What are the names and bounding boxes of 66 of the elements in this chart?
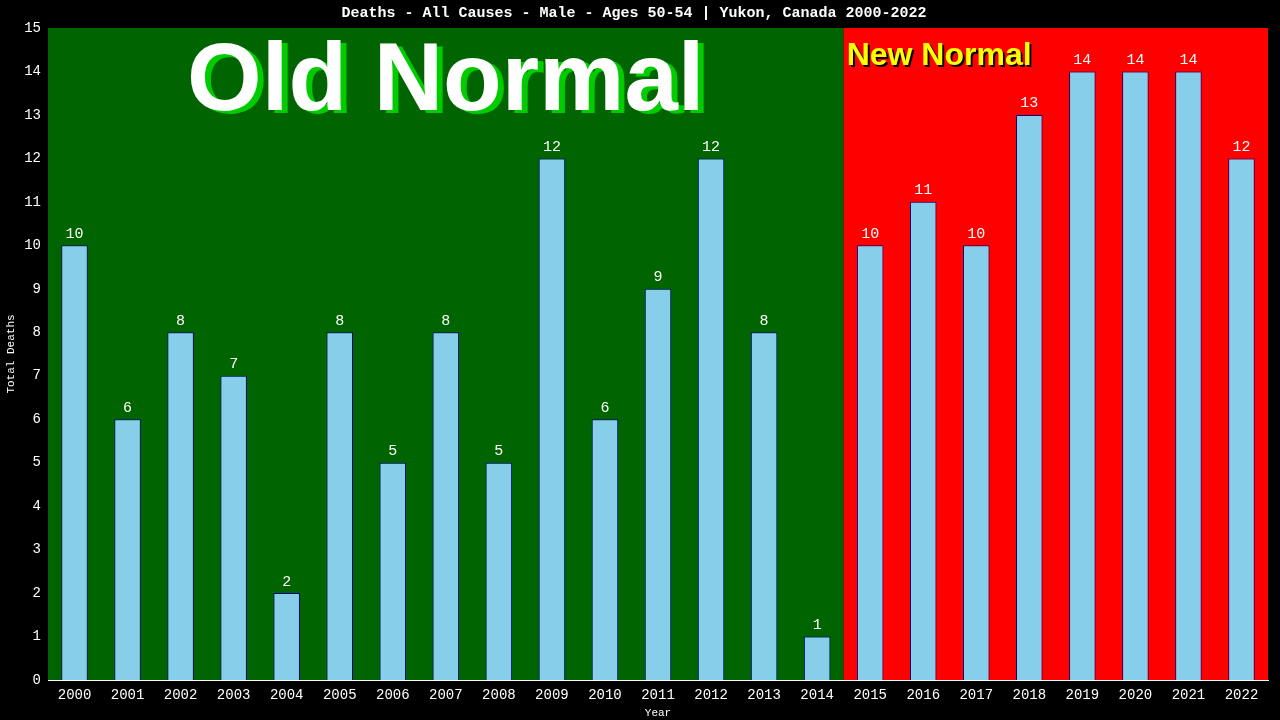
data-label: 5 (494, 443, 504, 461)
x-tick-label: 2004 (269, 687, 304, 704)
x-tick-label: 2001 (110, 687, 145, 704)
data-label: 12 (702, 138, 721, 156)
y-tick-label: 9 (32, 280, 41, 297)
x-tick-label: 2008 (482, 687, 516, 704)
data-label: 12 (1232, 138, 1251, 156)
y-tick-label: 14 (24, 63, 41, 80)
y-tick-label: 3 (32, 541, 41, 558)
data-label: 2 (282, 573, 292, 591)
data-label: 10 (861, 225, 880, 243)
x-tick-label: 2010 (588, 687, 622, 704)
data-label: 14 (1179, 51, 1198, 69)
y-tick-label: 6 (32, 410, 41, 427)
x-tick-label: 2007 (429, 687, 463, 704)
data-label: 13 (1020, 95, 1039, 113)
x-tick-label: 2016 (906, 687, 941, 704)
data-label: 14 (1073, 51, 1092, 69)
x-tick-label: 2019 (1065, 687, 1100, 704)
y-tick-label: 0 (32, 671, 41, 688)
data-label: 11 (914, 182, 933, 200)
data-label: 7 (229, 356, 239, 374)
data-label: 10 (967, 225, 986, 243)
x-tick-label: 2013 (747, 687, 781, 704)
y-axis-title: Total Deaths (4, 314, 17, 394)
x-tick-label: 2003 (216, 687, 251, 704)
x-tick-label: 2018 (1012, 687, 1047, 704)
data-label: 8 (441, 312, 451, 330)
data-label: 10 (65, 225, 84, 243)
data-label: 8 (176, 312, 186, 330)
x-axis-title: Year (644, 707, 672, 720)
x-tick-label: 2014 (800, 687, 834, 704)
y-tick-label: 8 (32, 323, 41, 340)
band-label: New Normal (846, 36, 1032, 72)
x-tick-label: 2022 (1224, 687, 1259, 704)
y-tick-label: 5 (32, 454, 41, 471)
y-tick-label: 12 (24, 150, 41, 167)
chart-title: Deaths - All Causes - Male - Ages 50-54 | Yukon, Canada 2000-2022 (341, 4, 927, 22)
y-tick-label: 15 (24, 19, 41, 36)
y-tick-label: 10 (24, 237, 41, 254)
y-tick-label: 1 (32, 628, 41, 645)
x-tick-label: 2000 (57, 687, 92, 704)
data-label: 12 (542, 138, 561, 156)
x-tick-label: 2017 (959, 687, 994, 704)
data-label: 1 (812, 617, 822, 634)
data-label: 8 (759, 312, 769, 330)
y-tick-label: 7 (32, 367, 41, 384)
data-label: 6 (600, 399, 610, 417)
y-tick-label: 13 (24, 106, 41, 123)
data-label: 8 (335, 312, 345, 330)
x-tick-label: 2020 (1118, 687, 1153, 704)
y-tick-label: 11 (24, 193, 41, 210)
x-tick-label: 2011 (641, 687, 675, 704)
data-label: 6 (123, 399, 133, 417)
y-tick-label: 2 (32, 584, 41, 601)
data-label: 9 (653, 269, 663, 287)
x-tick-label: 2009 (535, 687, 569, 704)
x-tick-label: 2002 (163, 687, 198, 704)
x-tick-label: 2006 (375, 687, 410, 704)
data-label: 14 (1126, 51, 1145, 69)
x-tick-label: 2005 (322, 687, 357, 704)
x-tick-label: 2015 (853, 687, 887, 704)
y-tick-label: 4 (32, 497, 41, 514)
x-tick-label: 2012 (694, 687, 728, 704)
x-tick-label: 2021 (1171, 687, 1206, 704)
data-label: 5 (388, 443, 398, 461)
